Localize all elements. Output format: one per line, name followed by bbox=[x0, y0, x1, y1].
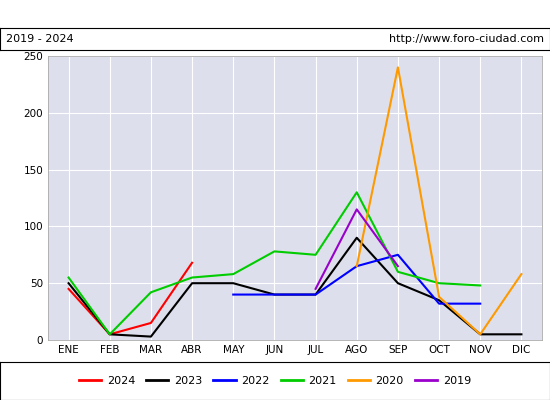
Legend: 2024, 2023, 2022, 2021, 2020, 2019: 2024, 2023, 2022, 2021, 2020, 2019 bbox=[75, 372, 475, 390]
Text: Evolucion Nº Turistas Nacionales en el municipio de Caltojar: Evolucion Nº Turistas Nacionales en el m… bbox=[75, 8, 475, 20]
Text: http://www.foro-ciudad.com: http://www.foro-ciudad.com bbox=[389, 34, 544, 44]
Text: 2019 - 2024: 2019 - 2024 bbox=[6, 34, 73, 44]
